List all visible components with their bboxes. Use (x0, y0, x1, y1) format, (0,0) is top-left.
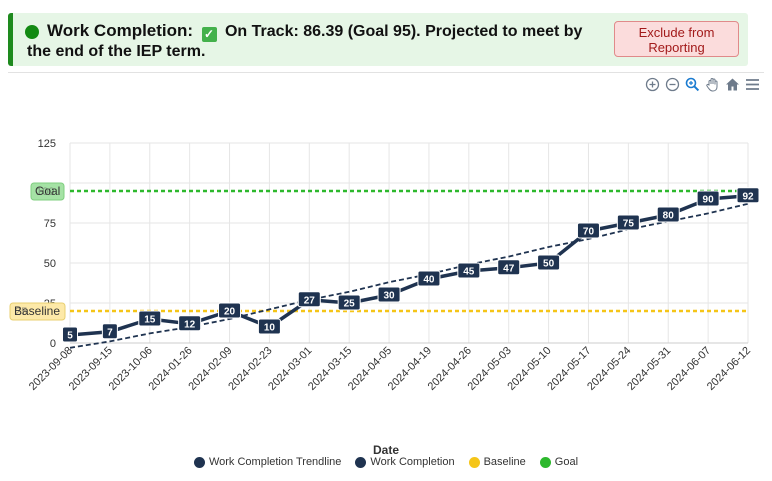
banner-message: Work Completion: ✓ On Track: 86.39 (Goal… (27, 21, 607, 62)
legend-dot-icon (468, 456, 480, 468)
chart-toolbar (645, 75, 760, 93)
legend-item[interactable]: Baseline (468, 456, 526, 468)
data-point (537, 254, 561, 271)
y-tick-label: 0 (50, 338, 56, 350)
divider (8, 72, 764, 73)
data-point (218, 302, 242, 319)
data-point (576, 222, 600, 239)
legend-label: Baseline (483, 456, 526, 468)
menu-icon[interactable] (745, 77, 760, 92)
legend-item[interactable]: Goal (539, 456, 579, 468)
data-point (62, 326, 78, 343)
baseline-badge (9, 302, 66, 321)
data-label: 5 (67, 331, 73, 342)
x-axis-title: Date (372, 443, 399, 457)
zoom-in-icon[interactable] (645, 77, 660, 92)
exclude-from-reporting-button[interactable]: Exclude from Reporting (614, 21, 739, 57)
data-label: 80 (663, 211, 675, 222)
data-label: 47 (503, 263, 515, 274)
baseline-badge-label: Baseline (14, 304, 60, 318)
data-label: 90 (703, 195, 715, 206)
banner-title: Work Completion: (47, 21, 194, 40)
goal-hidden-tick-label: 100 (36, 186, 54, 198)
y-tick-label: 50 (44, 258, 56, 270)
data-point (101, 323, 118, 340)
zoom-out-icon[interactable] (665, 77, 680, 92)
zoom-select-icon[interactable] (685, 77, 700, 92)
work-completion-series (69, 194, 749, 337)
data-label: 50 (543, 259, 555, 270)
legend-label: Goal (554, 456, 579, 468)
check-icon: ✓ (201, 27, 217, 42)
status-dot-icon (25, 25, 39, 39)
goal-badge-label: Goal (35, 184, 60, 198)
legend-dot-icon (355, 456, 367, 468)
data-label: 40 (423, 275, 435, 286)
work-completion-chart: 02550751252023-09-082023-09-152023-10-06… (9, 138, 760, 393)
data-point (178, 315, 202, 332)
data-point (497, 259, 521, 276)
legend-dot-icon (539, 456, 551, 468)
data-point (616, 214, 640, 231)
data-point (656, 206, 680, 223)
data-point (257, 318, 281, 335)
data-label: 10 (264, 323, 276, 334)
data-label: 20 (224, 307, 236, 318)
legend-item[interactable]: Work Completion Trendline (193, 456, 342, 468)
home-icon[interactable] (725, 77, 740, 92)
data-point (736, 187, 760, 204)
data-point (297, 291, 321, 308)
y-tick-label: 125 (38, 138, 56, 150)
legend-dot-icon (193, 456, 205, 468)
x-tick-label: 2024-06-12 (705, 345, 753, 393)
pan-hand-icon[interactable] (705, 77, 720, 92)
data-label: 15 (144, 315, 156, 326)
legend-label: Work Completion (370, 456, 455, 468)
y-tick-label: 75 (44, 218, 56, 230)
data-point (457, 262, 481, 279)
legend-label: Work Completion Trendline (208, 456, 342, 468)
data-label: 70 (583, 227, 595, 238)
chart-legend: Work Completion Trendline Work Completion… (0, 456, 772, 468)
baseline-hidden-tick-label: 25 (15, 306, 27, 318)
data-label: 27 (304, 295, 316, 306)
data-label: 30 (383, 291, 395, 302)
data-point (337, 294, 361, 311)
data-label: 25 (344, 299, 356, 310)
data-label: 12 (184, 319, 196, 330)
status-banner: Work Completion: ✓ On Track: 86.39 (Goal… (8, 13, 748, 66)
trendline-series (69, 202, 749, 349)
data-point (377, 286, 401, 303)
data-point (138, 310, 162, 327)
goal-badge (30, 182, 65, 201)
data-point (696, 190, 720, 207)
banner-status-text: On Track: 86.39 (Goal 95). Projected to … (27, 23, 583, 60)
data-label: 92 (742, 191, 754, 202)
data-label: 75 (623, 219, 635, 230)
data-label: 7 (107, 327, 113, 338)
data-point (417, 270, 441, 287)
data-label: 45 (463, 267, 475, 278)
legend-item[interactable]: Work Completion (355, 456, 455, 468)
